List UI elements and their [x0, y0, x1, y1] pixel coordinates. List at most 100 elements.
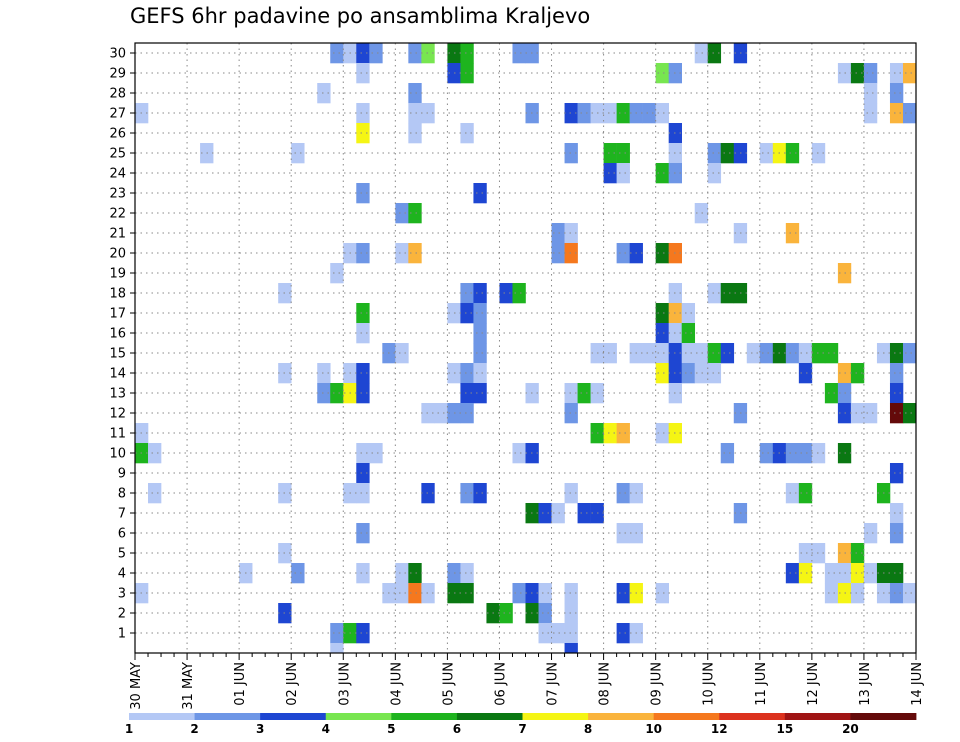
heatmap-cell: [707, 283, 722, 304]
heatmap-cell: [408, 563, 422, 584]
heatmap-cell: [356, 563, 370, 584]
legend-label: 3: [256, 722, 264, 736]
heatmap-cell: [759, 143, 774, 164]
heatmap-cell: [330, 643, 344, 654]
heatmap-cell: [902, 103, 917, 124]
heatmap-cell: [551, 223, 565, 244]
heatmap-cell: [408, 203, 422, 224]
heatmap-cell: [577, 103, 591, 124]
heatmap-cell: [655, 363, 669, 384]
heatmap-cell: [824, 563, 839, 584]
heatmap-cell: [577, 503, 591, 524]
heatmap-cell: [538, 583, 552, 604]
heatmap-cell: [785, 143, 800, 164]
heatmap-cell: [473, 283, 487, 304]
legend-label: 5: [387, 722, 395, 736]
heatmap-cell: [746, 343, 761, 364]
heatmap-cell: [759, 443, 774, 464]
legend-swatch: [850, 713, 917, 720]
heatmap-cell: [356, 363, 370, 384]
heatmap-cell: [421, 583, 435, 604]
heatmap-cell: [356, 383, 370, 404]
legend-label: 20: [842, 722, 859, 736]
y-tick-label: 24: [109, 167, 126, 182]
heatmap-cell: [850, 363, 865, 384]
heatmap-cell: [642, 103, 656, 124]
y-tick-label: 29: [109, 67, 126, 82]
heatmap-cell: [473, 363, 487, 384]
heatmap-cell: [577, 383, 591, 404]
y-tick-label: 1: [118, 627, 126, 642]
y-tick-label: 18: [109, 287, 126, 302]
heatmap-cell: [551, 623, 565, 644]
heatmap-cell: [473, 303, 487, 324]
y-tick-label: 19: [109, 267, 126, 282]
heatmap-cell: [798, 483, 813, 504]
heatmap-cell: [603, 103, 617, 124]
heatmap-cell: [655, 303, 669, 324]
heatmap-cell: [720, 283, 735, 304]
heatmap-cell: [564, 383, 578, 404]
heatmap-cell: [798, 363, 813, 384]
heatmap-cell: [655, 163, 669, 184]
heatmap-cell: [499, 283, 513, 304]
x-axis: 30 MAY 31 MAY 01 JUN 02 JUN 03 JUN 04 JUN 05 J…: [129, 653, 925, 710]
x-tick-label: 06 JUN: [493, 662, 508, 706]
heatmap-cell: [564, 643, 578, 654]
heatmap-cell: [824, 383, 839, 404]
heatmap-cell: [460, 403, 474, 424]
x-tick-label: 09 JUN: [650, 662, 665, 706]
colorbar-legend: 1 2 3 4 5 6 7 8 10 12 15 20: [125, 713, 917, 736]
y-tick-label: 16: [109, 327, 126, 342]
heatmap-cell: [291, 143, 305, 164]
heatmap-cell: [863, 83, 878, 104]
heatmap-cell: [889, 583, 904, 604]
heatmap-cell: [564, 603, 578, 624]
heatmap-cell: [616, 103, 630, 124]
heatmap-cell: [148, 443, 162, 464]
x-tick-label: 03 JUN: [337, 662, 352, 706]
heatmap-cell: [564, 583, 578, 604]
heatmap-cell: [421, 43, 435, 64]
heatmap-cell: [720, 143, 735, 164]
heatmap-cell: [603, 423, 617, 444]
legend-swatch: [653, 713, 720, 720]
y-tick-label: 5: [118, 547, 126, 562]
heatmap-cell: [395, 243, 409, 264]
y-tick-label: 28: [109, 87, 126, 102]
y-tick-label: 2: [118, 607, 126, 622]
legend-label: 12: [711, 722, 728, 736]
y-tick-label: 22: [109, 207, 126, 222]
x-tick-label: 08 JUN: [598, 662, 613, 706]
heatmap-cell: [785, 443, 800, 464]
y-axis: 1234567891011121314151617181920212223242…: [109, 47, 135, 642]
heatmap-cell: [902, 403, 917, 424]
y-tick-label: 11: [109, 427, 126, 442]
heatmap-cell: [889, 363, 904, 384]
heatmap-cell: [785, 563, 800, 584]
heatmap-cell: [694, 363, 709, 384]
legend-swatch: [194, 713, 261, 720]
heatmap-cell: [603, 163, 617, 184]
heatmap-cell: [863, 523, 878, 544]
heatmap-cell: [564, 483, 578, 504]
heatmap-cell: [811, 343, 826, 364]
heatmap-cell: [356, 63, 370, 84]
y-tick-label: 3: [118, 587, 126, 602]
heatmap-cell: [603, 343, 617, 364]
heatmap-cell: [356, 43, 370, 64]
legend-swatch: [260, 713, 327, 720]
legend-swatch: [719, 713, 786, 720]
heatmap-cell: [616, 523, 630, 544]
heatmap-cell: [356, 323, 370, 344]
heatmap-cell: [707, 343, 722, 364]
x-tick-label: 12 JUN: [806, 662, 821, 706]
x-tick-label: 13 JUN: [858, 662, 873, 706]
heatmap-cell: [681, 303, 696, 324]
x-tick-label: 01 JUN: [233, 662, 248, 706]
heatmap-cell: [473, 183, 487, 204]
heatmap-cell: [798, 543, 813, 564]
heatmap-cell: [616, 423, 630, 444]
heatmap-cell: [473, 383, 487, 404]
y-tick-label: 15: [109, 347, 126, 362]
